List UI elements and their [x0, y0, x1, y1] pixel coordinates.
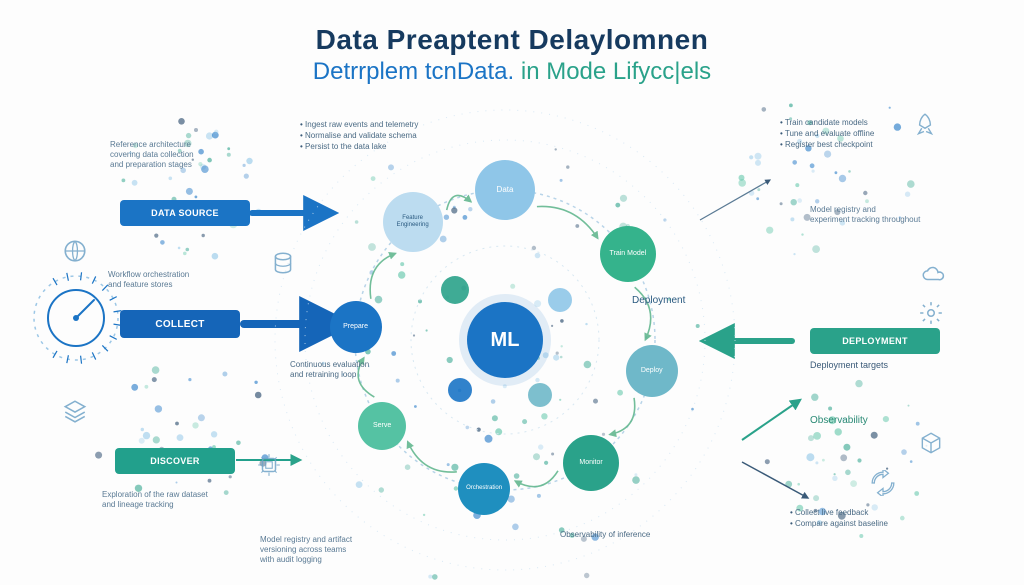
caption-line: versioning across teams — [260, 545, 520, 555]
caption-line: Workflow orchestration — [108, 270, 258, 280]
caption-text: Workflow orchestrationand feature stores — [108, 270, 258, 290]
orbit-node-label: Data — [493, 182, 518, 199]
globe-icon — [62, 238, 88, 264]
stage-pill: DEPLOYMENT — [810, 328, 940, 354]
caption-text: Observability of inference — [560, 530, 770, 540]
bullet-item: Train candidate models — [780, 118, 990, 129]
caption-text: Deployment targets — [810, 360, 970, 371]
caption-line: and feature stores — [108, 280, 258, 290]
caption-line: and lineage tracking — [102, 500, 292, 510]
bullet-item: Compare against baseline — [790, 519, 1000, 530]
deploy-inline-label: Deployment — [632, 295, 685, 308]
stage-pill-label: DEPLOYMENT — [842, 336, 908, 346]
stage-pill: COLLECT — [120, 310, 240, 338]
bullet-item: Register best checkpoint — [780, 140, 990, 151]
subtitle-part-a: Detrrplem tcnData. — [313, 58, 514, 85]
bullet-item: Persist to the data lake — [300, 142, 500, 153]
orbit-node-label: Prepare — [339, 319, 372, 335]
orbit-node: Serve — [358, 402, 406, 450]
layers-icon — [62, 398, 88, 424]
caption-line: Exploration of the raw dataset — [102, 490, 292, 500]
subtitle-part-b: in Mode Lifycc|els — [514, 58, 711, 85]
caption-text: Continuous evaluationand retraining loop — [290, 360, 410, 380]
orbit-node: Orchestration — [458, 463, 510, 515]
caption-text: Model registry andexperiment tracking th… — [810, 205, 980, 225]
chip-icon — [256, 452, 282, 478]
stage-pill: DISCOVER — [115, 448, 235, 474]
bullet-item: Ingest raw events and telemetry — [300, 120, 500, 131]
orbit-node-label: Orchestration — [462, 481, 506, 496]
orbit-node: Train Model — [600, 226, 656, 282]
caption-text: Exploration of the raw datasetand lineag… — [102, 490, 292, 510]
orbit-node-label: Deploy — [637, 363, 667, 379]
stage-pill: DATA SOURCE — [120, 200, 250, 226]
page-subtitle: Detrrplem tcnData. in Mode Lifycc|els — [0, 58, 1024, 86]
bullet-item: Tune and evaluate offline — [780, 129, 990, 140]
bullet-item: Collect live feedback — [790, 508, 1000, 519]
rocket-icon — [912, 112, 938, 138]
orbit-node-label: Monitor — [575, 455, 606, 471]
caption-line: and retraining loop — [290, 370, 410, 380]
orbit-node: Prepare — [330, 301, 382, 353]
caption-line: Deployment targets — [810, 360, 970, 371]
title-block: Data Preaptent Delaylomnen Detrrplem tcn… — [0, 24, 1024, 86]
bullet-item: Normalise and validate schema — [300, 131, 500, 142]
page-title: Data Preaptent Delaylomnen — [0, 24, 1024, 56]
orbit-node: Deploy — [626, 345, 678, 397]
orbit-node-label: Feature Engineering — [383, 211, 443, 232]
caption-text: Observability — [810, 415, 970, 428]
caption-line: experiment tracking throughout — [810, 215, 980, 225]
cycle-icon — [870, 470, 896, 496]
caption-line: and preparation stages — [110, 160, 260, 170]
cloud-icon — [920, 260, 946, 286]
orbit-node: Feature Engineering — [383, 192, 443, 252]
stage-pill-label: DATA SOURCE — [151, 208, 219, 218]
orbit-node: Data — [475, 160, 535, 220]
orbit-node-label: Serve — [369, 418, 395, 434]
bullet-list: Ingest raw events and telemetryNormalise… — [300, 120, 500, 152]
cube-icon — [918, 430, 944, 456]
caption-text: Model registry and artifactversioning ac… — [260, 535, 520, 565]
caption-text: Reference architecturecovering data coll… — [110, 140, 260, 170]
caption-line: covering data collection — [110, 150, 260, 160]
bullet-list: Train candidate modelsTune and evaluate … — [780, 118, 990, 150]
stage-pill-label: DISCOVER — [150, 456, 199, 466]
caption-line: Model registry and — [810, 205, 980, 215]
caption-line: Observability — [810, 415, 970, 428]
database-icon — [270, 250, 296, 276]
orbit-node-label: Train Model — [606, 246, 651, 262]
caption-line: Continuous evaluation — [290, 360, 410, 370]
stage-pill-label: COLLECT — [155, 319, 204, 330]
gear-icon — [918, 300, 944, 326]
hub-node-ml: ML — [467, 302, 543, 378]
caption-line: Model registry and artifact — [260, 535, 520, 545]
diagram-canvas: Data Preaptent Delaylomnen Detrrplem tcn… — [0, 0, 1024, 585]
bullet-list: Collect live feedbackCompare against bas… — [790, 508, 1000, 530]
hub-label: ML — [487, 325, 524, 355]
caption-line: with audit logging — [260, 555, 520, 565]
caption-line: Reference architecture — [110, 140, 260, 150]
orbit-node: Monitor — [563, 435, 619, 491]
caption-line: Observability of inference — [560, 530, 770, 540]
